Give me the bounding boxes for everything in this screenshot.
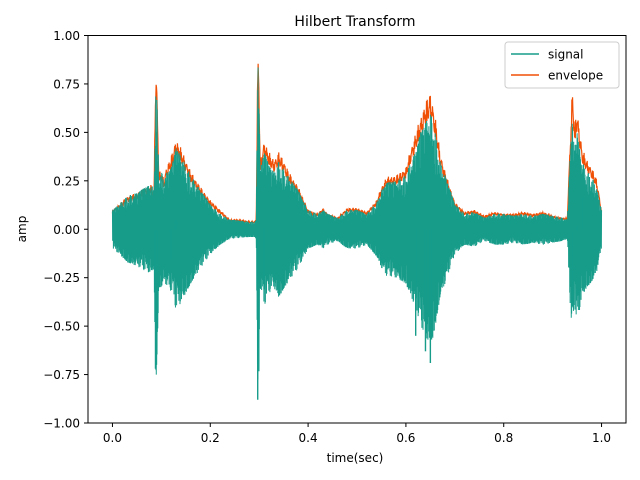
y-tick-label: −0.50 xyxy=(43,320,80,334)
y-tick-label: 0.00 xyxy=(53,223,80,237)
x-tick-label: 0.4 xyxy=(299,431,318,445)
y-tick-label: 0.75 xyxy=(53,77,80,91)
y-tick-label: −0.25 xyxy=(43,271,80,285)
signal-line xyxy=(111,67,603,380)
x-tick-label: 0.2 xyxy=(201,431,220,445)
legend-envelope-label: envelope xyxy=(548,69,603,83)
y-axis-label: amp xyxy=(15,216,29,243)
x-axis: 0.0 0.2 0.4 0.6 0.8 1.0 xyxy=(103,423,611,445)
x-axis-label: time(sec) xyxy=(327,451,384,465)
y-tick-label: −1.00 xyxy=(43,417,80,431)
legend-signal-label: signal xyxy=(548,48,584,62)
y-axis: −1.00 −0.75 −0.50 −0.25 0.00 0.25 0.50 0.75 1.00 xyxy=(43,29,88,431)
y-tick-label: 0.50 xyxy=(53,126,80,140)
y-tick-label: 1.00 xyxy=(53,29,80,43)
legend: signal envelope xyxy=(504,41,620,89)
x-tick-label: 0.6 xyxy=(396,431,415,445)
y-tick-label: −0.75 xyxy=(43,368,80,382)
x-tick-label: 1.0 xyxy=(592,431,611,445)
x-tick-label: 0.8 xyxy=(494,431,513,445)
plot-area xyxy=(111,63,603,400)
x-tick-label: 0.0 xyxy=(103,431,122,445)
y-tick-label: 0.25 xyxy=(53,174,80,188)
chart-title: Hilbert Transform xyxy=(294,14,415,30)
